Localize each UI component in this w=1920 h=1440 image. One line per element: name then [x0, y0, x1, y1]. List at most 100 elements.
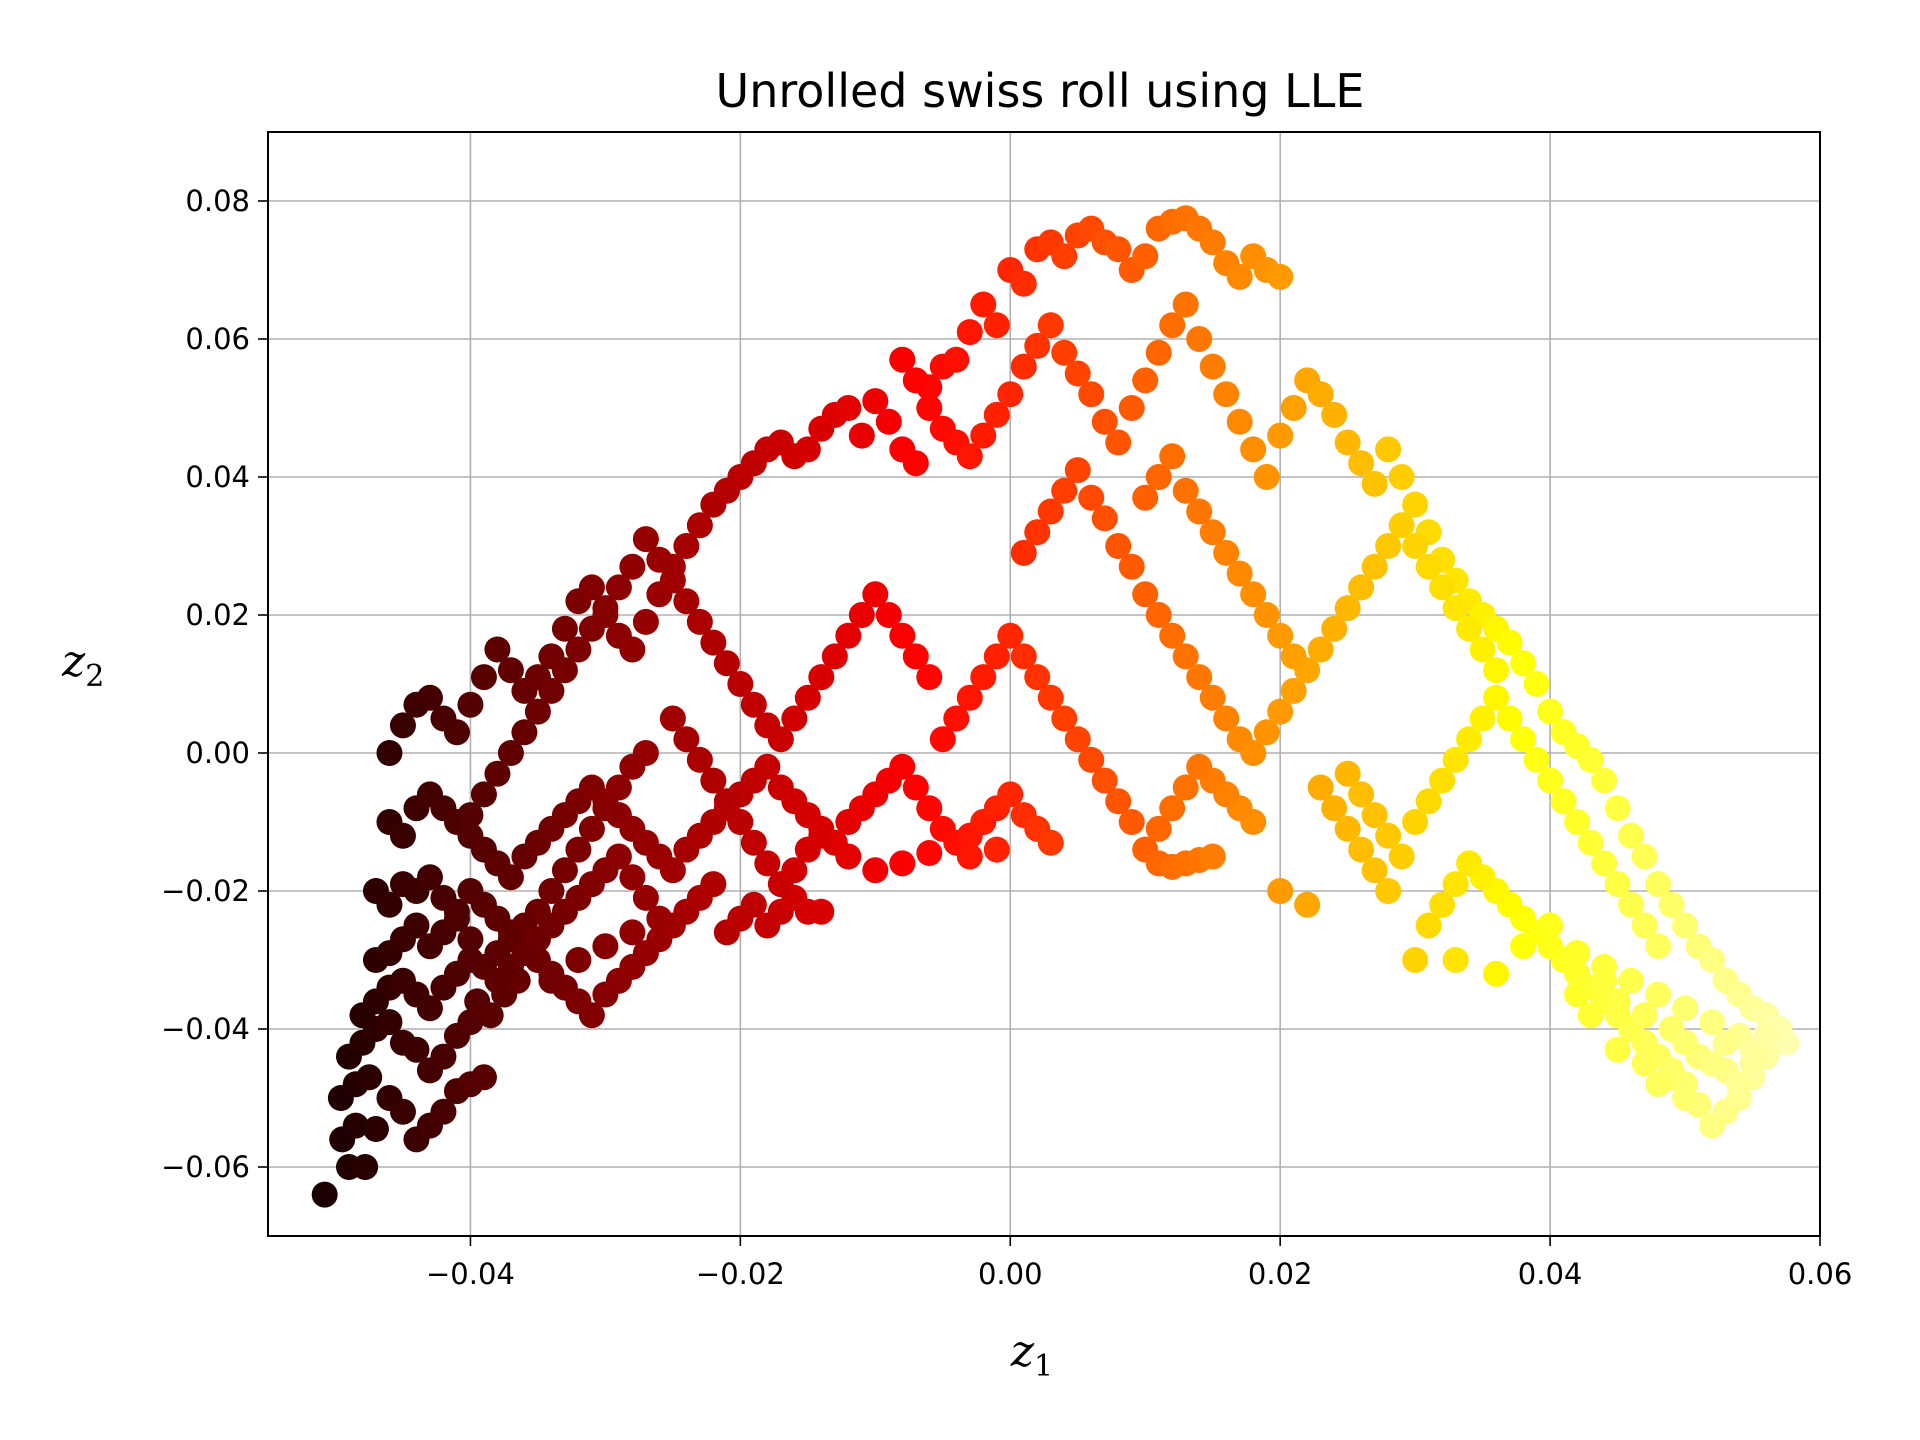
scatter-point [1240, 581, 1267, 608]
scatter-point [1226, 560, 1253, 587]
scatter-point [686, 512, 713, 539]
scatter-point [1132, 367, 1159, 394]
scatter-point [1564, 981, 1591, 1008]
scatter-point [484, 760, 511, 787]
scatter-point [1334, 760, 1361, 787]
scatter-point [1388, 843, 1415, 870]
scatter-point [1618, 891, 1645, 918]
scatter-point [1118, 809, 1145, 835]
scatter-point [1064, 726, 1091, 753]
scatter-point [646, 905, 673, 932]
scatter-point [1483, 684, 1510, 711]
scatter-point [794, 436, 821, 463]
scatter-point [1051, 339, 1078, 366]
scatter-point [700, 629, 727, 656]
scatter-point [538, 967, 565, 994]
scatter-point [1172, 477, 1199, 504]
scatter-point [1037, 498, 1064, 525]
scatter-point [1361, 553, 1388, 580]
scatter-point [1415, 788, 1442, 815]
scatter-point [619, 636, 646, 663]
scatter-point [1442, 595, 1469, 622]
scatter-point [1213, 705, 1240, 732]
scatter-point [605, 843, 632, 870]
scatter-point [1051, 705, 1078, 732]
scatter-point [1321, 615, 1348, 642]
scatter-point [578, 815, 605, 842]
scatter-point [605, 574, 632, 601]
scatter-point [1577, 1002, 1604, 1029]
scatter-point [1145, 464, 1172, 490]
scatter-point [902, 367, 929, 394]
scatter-point [1469, 636, 1496, 663]
scatter-point [1091, 767, 1118, 794]
scatter-point [875, 408, 902, 435]
scatter-point [1159, 443, 1186, 470]
scatter-point [673, 588, 700, 615]
scatter-point [1523, 671, 1550, 697]
scatter-point [1172, 291, 1199, 318]
x-tick-label: 0.04 [1518, 1257, 1583, 1291]
scatter-point [1186, 498, 1213, 525]
scatter-point [1618, 822, 1645, 849]
scatter-point [1361, 470, 1388, 497]
scatter-point [808, 664, 835, 691]
chart-title: Unrolled swiss roll using LLE [716, 64, 1365, 118]
scatter-point [1496, 629, 1523, 656]
scatter-point [754, 850, 781, 877]
scatter-point [983, 836, 1010, 863]
scatter-point [538, 677, 565, 704]
scatter-point [416, 864, 443, 891]
scatter-point [1172, 643, 1199, 670]
scatter-point [605, 774, 632, 801]
scatter-point [727, 671, 754, 697]
scatter-point [1037, 829, 1064, 856]
scatter-point [551, 657, 578, 684]
scatter-point [983, 312, 1010, 339]
scatter-point [619, 553, 646, 580]
scatter-point [1402, 533, 1429, 559]
scatter-point [1604, 795, 1631, 822]
scatter-point [808, 898, 835, 925]
scatter-point [1402, 491, 1429, 518]
scatter-point [1537, 698, 1564, 725]
scatter-point [686, 746, 713, 773]
scatter-point [740, 891, 767, 918]
scatter-point [956, 443, 983, 470]
x-axis-label: z1 [1010, 1326, 1053, 1384]
scatter-point [477, 1002, 504, 1029]
scatter-point [1064, 457, 1091, 484]
scatter-point [875, 602, 902, 628]
scatter-point [1699, 1112, 1726, 1139]
scatter-point [1415, 912, 1442, 939]
y-tick-label: 0.04 [185, 460, 250, 494]
scatter-point [1456, 615, 1483, 642]
scatter-point [403, 1036, 430, 1063]
scatter-point [1051, 477, 1078, 504]
scatter-point [1645, 933, 1672, 960]
scatter-point [1550, 788, 1577, 815]
scatter-point [619, 753, 646, 780]
scatter-point [1645, 1071, 1672, 1098]
scatter-point [1348, 574, 1375, 601]
scatter-point [1280, 395, 1307, 421]
scatter-point [1280, 677, 1307, 704]
scatter-point [956, 843, 983, 870]
scatter-point [1091, 505, 1118, 532]
scatter-point [1078, 484, 1105, 511]
scatter-point [1334, 815, 1361, 842]
scatter-point [1348, 836, 1375, 863]
y-tick-label: 0.02 [185, 598, 250, 632]
scatter-point [1510, 933, 1537, 960]
scatter-point [1537, 912, 1564, 939]
scatter-point [1672, 1029, 1699, 1056]
scatter-point [632, 608, 659, 635]
scatter-point [1159, 312, 1186, 339]
scatter-point [1199, 684, 1226, 711]
scatter-point [1294, 891, 1321, 918]
scatter-point [1739, 1050, 1766, 1077]
scatter-point [1375, 533, 1402, 559]
scatter-point [551, 615, 578, 642]
scatter-point [1105, 533, 1132, 559]
